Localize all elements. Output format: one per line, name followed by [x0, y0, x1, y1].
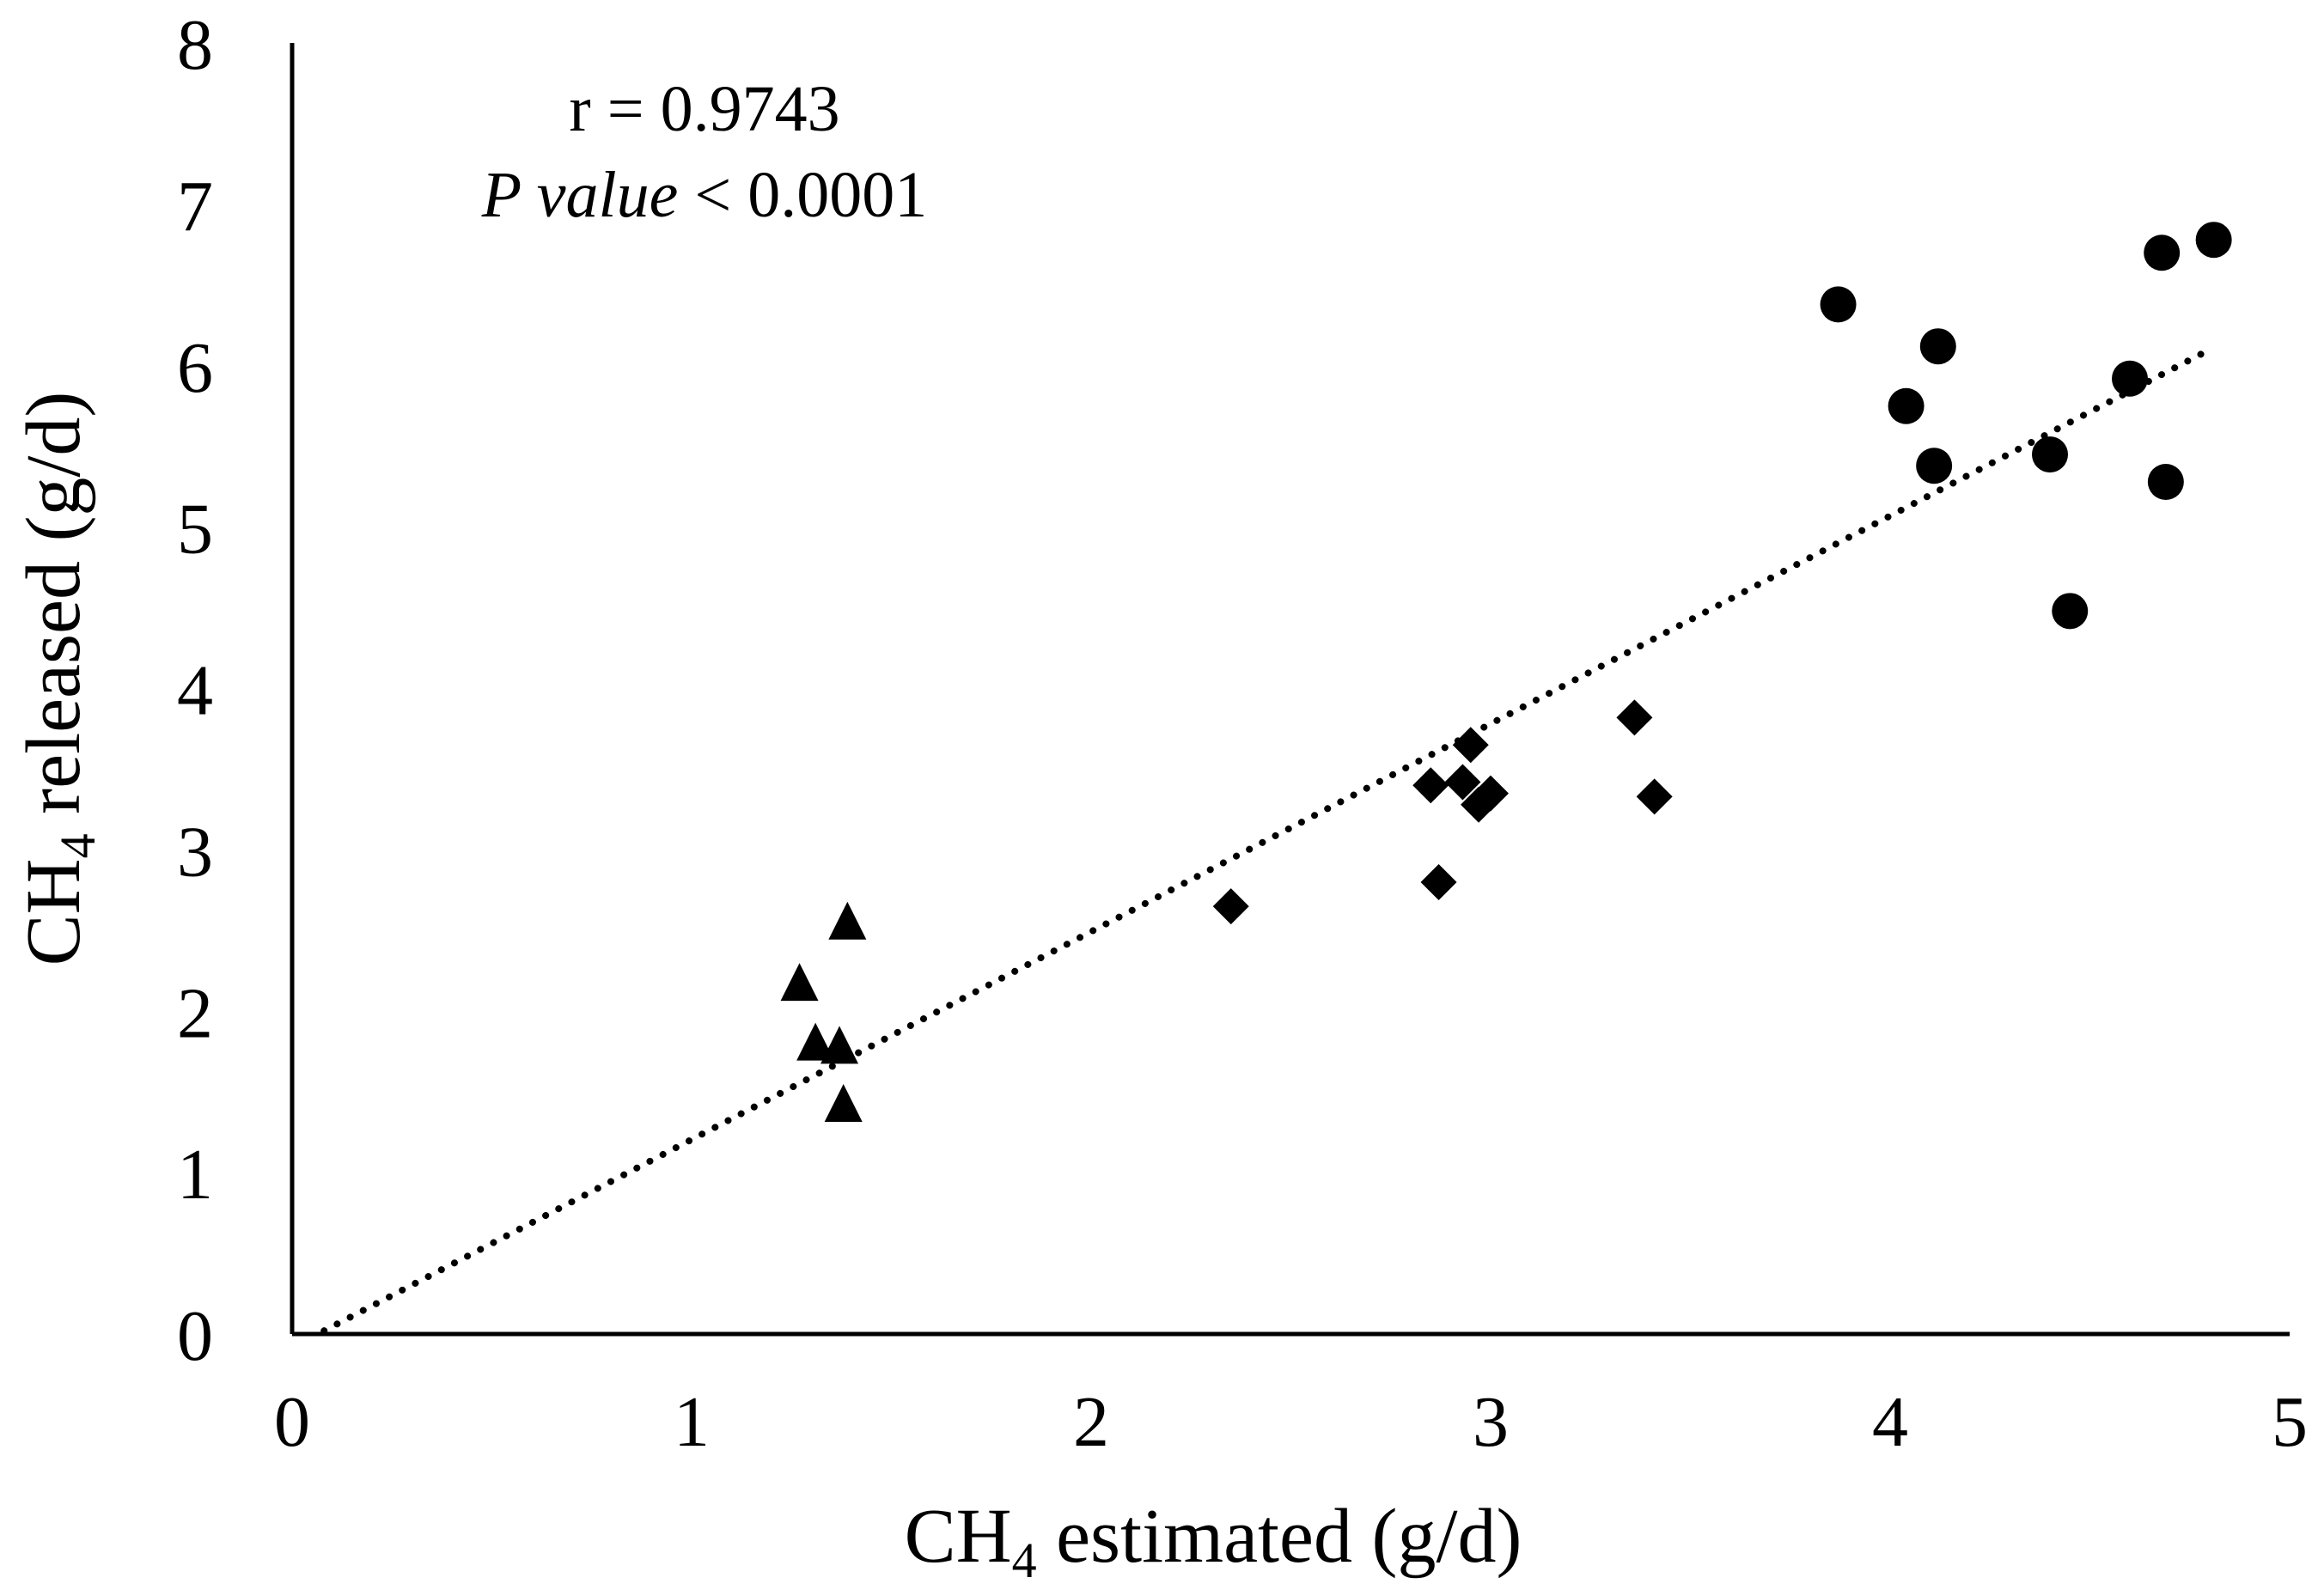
circles-point-1	[1820, 286, 1857, 323]
trendline-group	[320, 345, 2213, 1335]
y-tick-label-0: 0	[177, 1296, 213, 1376]
circles-point-8	[2144, 235, 2181, 271]
diamonds-point-7	[1473, 775, 1509, 812]
triangles-point-2	[796, 1022, 835, 1061]
y-tick-label-8: 8	[177, 5, 213, 85]
y-axis-title: CH4 released (g/d)	[11, 392, 106, 966]
x-axis-title-subscript: 4	[1012, 1532, 1037, 1588]
y-tick-label-1: 1	[177, 1135, 213, 1215]
circles-point-2	[1888, 387, 1925, 424]
correlation-annotation: r = 0.9743	[569, 73, 839, 145]
x-tick-label-5: 5	[2272, 1382, 2308, 1462]
triangles-point-5	[824, 1084, 863, 1123]
triangles-point-1	[780, 963, 819, 1002]
triangles-point-4	[828, 901, 867, 940]
circles-point-7	[2112, 360, 2148, 397]
axes	[290, 43, 2290, 1337]
x-tick-label-4: 4	[1872, 1382, 1908, 1462]
y-tick-label-2: 2	[177, 973, 213, 1053]
x-tick-label-3: 3	[1473, 1382, 1509, 1462]
circles-point-6	[2052, 593, 2089, 630]
x-axis-title: CH4 estimated (g/d)	[905, 1494, 1522, 1588]
diamonds-point-4	[1444, 764, 1481, 801]
triangles-point-3	[820, 1026, 859, 1064]
circles-point-9	[2147, 464, 2184, 501]
data-points	[780, 222, 2232, 1123]
p-value-threshold: < 0.0001	[678, 159, 927, 231]
diamonds-point-8	[1616, 699, 1653, 736]
y-tick-labels: 0 1 2 3 4 5 6 7 8	[177, 5, 213, 1376]
circles-point-10	[2195, 222, 2232, 259]
y-axis-title-subscript: 4	[50, 833, 106, 858]
y-tick-label-7: 7	[177, 167, 213, 247]
y-tick-label-3: 3	[177, 812, 213, 892]
diamonds-point-2	[1412, 767, 1449, 804]
x-axis-title-prefix: CH	[905, 1494, 1012, 1579]
y-tick-label-4: 4	[177, 651, 213, 731]
circles-point-5	[2032, 436, 2068, 473]
diamonds-point-9	[1636, 778, 1673, 815]
diamonds-point-1	[1212, 888, 1249, 925]
x-tick-labels: 0 1 2 3 4 5	[274, 1382, 2308, 1462]
x-axis-title-suffix: estimated (g/d)	[1037, 1494, 1522, 1579]
x-tick-label-2: 2	[1073, 1382, 1109, 1462]
diamonds-point-3	[1420, 863, 1457, 900]
x-tick-label-0: 0	[274, 1382, 310, 1462]
p-value-label: P value	[481, 159, 679, 231]
diamonds-point-5	[1452, 727, 1489, 764]
x-tick-label-1: 1	[674, 1382, 710, 1462]
y-tick-label-5: 5	[177, 490, 213, 570]
trendline	[320, 345, 2213, 1335]
circles-point-3	[1916, 448, 1953, 484]
y-axis-title-prefix: CH	[11, 858, 96, 966]
y-axis-title-suffix: released (g/d)	[11, 392, 96, 834]
circles-point-4	[1919, 328, 1956, 365]
y-tick-label-6: 6	[177, 328, 213, 408]
p-value-annotation: P value < 0.0001	[481, 159, 928, 231]
